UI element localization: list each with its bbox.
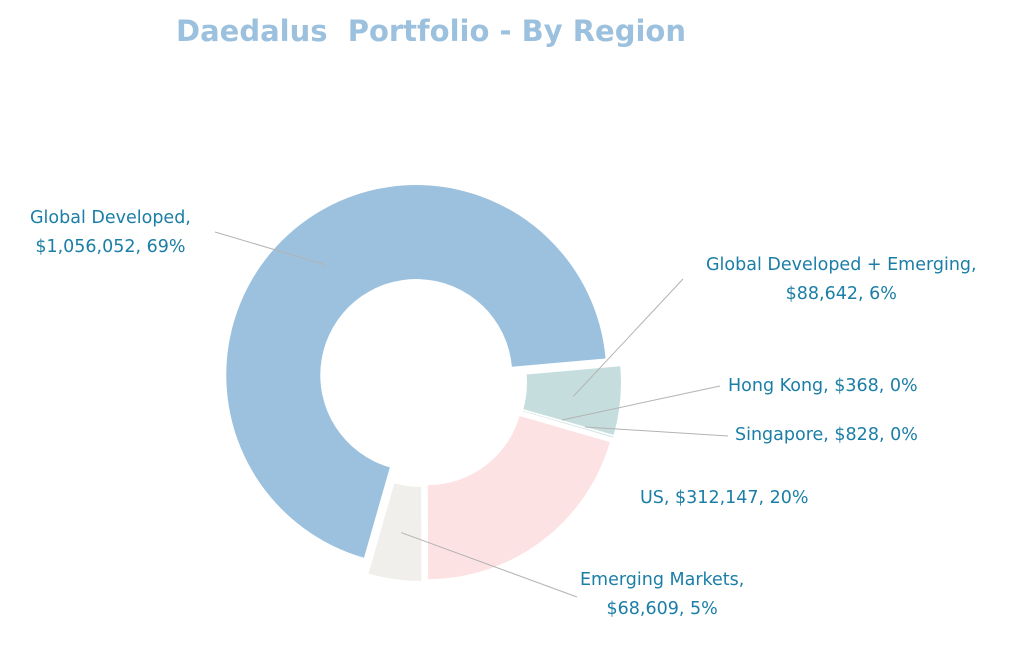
chart-title: Daedalus Portfolio - By Region xyxy=(176,14,686,48)
leader-line xyxy=(572,278,684,397)
leader-line xyxy=(561,385,721,421)
slice-singapore xyxy=(522,410,614,438)
label-hong-kong: Hong Kong, $368, 0% xyxy=(728,376,918,396)
slice-hong-kong xyxy=(522,410,614,437)
label-global-developed: Global Developed, $1,056,052, 69% xyxy=(30,204,191,262)
label-line: Global Developed, xyxy=(30,208,191,228)
label-line: Emerging Markets, xyxy=(580,570,745,590)
label-line: Global Developed + Emerging, xyxy=(706,255,977,275)
label-line: $88,642, 6% xyxy=(785,284,897,304)
slice-global-developed xyxy=(226,185,606,558)
leader-line xyxy=(400,532,578,598)
label-line: $68,609, 5% xyxy=(606,599,718,619)
slice-emerging-markets xyxy=(368,483,422,581)
label-line: $1,056,052, 69% xyxy=(35,237,186,257)
slice-us xyxy=(427,415,610,580)
slice-global-developed-emerging xyxy=(523,366,621,435)
leader-line xyxy=(584,426,729,437)
label-global-developed-emerging: Global Developed + Emerging, $88,642, 6% xyxy=(706,251,977,309)
label-emerging-markets: Emerging Markets, $68,609, 5% xyxy=(580,566,744,624)
label-us: US, $312,147, 20% xyxy=(640,488,809,508)
leader-line xyxy=(214,231,326,266)
label-singapore: Singapore, $828, 0% xyxy=(735,425,918,445)
